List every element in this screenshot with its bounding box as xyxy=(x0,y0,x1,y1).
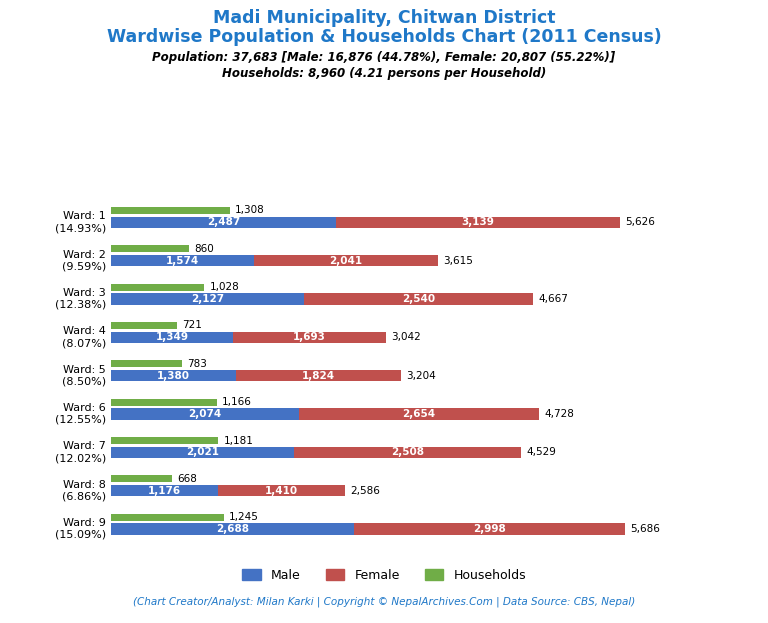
Bar xyxy=(111,447,294,458)
Text: Population: 37,683 [Male: 16,876 (44.78%), Female: 20,807 (55.22%)]: Population: 37,683 [Male: 16,876 (44.78%… xyxy=(152,51,616,64)
Bar xyxy=(354,523,625,535)
Bar xyxy=(111,322,177,329)
Text: 668: 668 xyxy=(177,474,197,484)
Bar xyxy=(253,255,438,267)
Text: 5,626: 5,626 xyxy=(625,217,655,227)
Text: 4,667: 4,667 xyxy=(538,294,568,304)
Bar xyxy=(111,523,354,535)
Text: 3,204: 3,204 xyxy=(406,371,436,381)
Bar xyxy=(236,370,401,381)
Bar xyxy=(217,485,345,497)
Text: 1,349: 1,349 xyxy=(156,333,189,343)
Text: 1,574: 1,574 xyxy=(166,255,199,265)
Text: 1,166: 1,166 xyxy=(222,397,252,407)
Text: Wardwise Population & Households Chart (2011 Census): Wardwise Population & Households Chart (… xyxy=(107,28,661,46)
Bar xyxy=(303,293,533,305)
Bar xyxy=(111,217,336,228)
Text: 1,181: 1,181 xyxy=(223,435,253,445)
Text: 721: 721 xyxy=(182,320,202,330)
Text: 2,540: 2,540 xyxy=(402,294,435,304)
Legend: Male, Female, Households: Male, Female, Households xyxy=(237,564,531,587)
Text: 2,074: 2,074 xyxy=(188,409,222,419)
Bar xyxy=(233,331,386,343)
Text: 4,728: 4,728 xyxy=(544,409,574,419)
Text: 1,693: 1,693 xyxy=(293,333,326,343)
Bar xyxy=(111,437,218,444)
Bar xyxy=(111,475,172,482)
Bar xyxy=(111,293,303,305)
Text: 1,028: 1,028 xyxy=(210,282,240,292)
Bar xyxy=(111,207,230,214)
Text: 2,127: 2,127 xyxy=(191,294,224,304)
Text: 1,176: 1,176 xyxy=(148,486,181,496)
Bar xyxy=(111,485,217,497)
Text: Madi Municipality, Chitwan District: Madi Municipality, Chitwan District xyxy=(213,9,555,27)
Bar xyxy=(111,370,236,381)
Bar xyxy=(111,245,189,252)
Bar xyxy=(111,360,182,368)
Bar xyxy=(336,217,620,228)
Bar xyxy=(111,283,204,290)
Text: 2,487: 2,487 xyxy=(207,217,240,227)
Text: 1,380: 1,380 xyxy=(157,371,190,381)
Text: Households: 8,960 (4.21 persons per Household): Households: 8,960 (4.21 persons per Hous… xyxy=(222,67,546,80)
Text: 5,686: 5,686 xyxy=(631,524,660,534)
Text: 3,615: 3,615 xyxy=(443,255,473,265)
Bar xyxy=(111,408,299,420)
Text: 3,042: 3,042 xyxy=(392,333,422,343)
Bar xyxy=(299,408,538,420)
Text: 860: 860 xyxy=(194,244,214,254)
Bar xyxy=(294,447,521,458)
Text: 1,824: 1,824 xyxy=(302,371,335,381)
Text: 2,586: 2,586 xyxy=(350,486,380,496)
Text: 783: 783 xyxy=(187,359,207,369)
Text: 2,654: 2,654 xyxy=(402,409,435,419)
Text: 2,508: 2,508 xyxy=(391,447,424,457)
Bar xyxy=(111,399,217,406)
Text: 3,139: 3,139 xyxy=(462,217,495,227)
Text: 2,041: 2,041 xyxy=(329,255,362,265)
Text: 1,245: 1,245 xyxy=(230,512,259,522)
Bar xyxy=(111,331,233,343)
Text: 4,529: 4,529 xyxy=(526,447,556,457)
Text: 2,998: 2,998 xyxy=(473,524,506,534)
Text: 1,410: 1,410 xyxy=(265,486,298,496)
Text: 1,308: 1,308 xyxy=(235,206,265,216)
Bar xyxy=(111,255,253,267)
Text: 2,688: 2,688 xyxy=(217,524,250,534)
Bar xyxy=(111,514,223,521)
Text: (Chart Creator/Analyst: Milan Karki | Copyright © NepalArchives.Com | Data Sourc: (Chart Creator/Analyst: Milan Karki | Co… xyxy=(133,597,635,607)
Text: 2,021: 2,021 xyxy=(186,447,219,457)
